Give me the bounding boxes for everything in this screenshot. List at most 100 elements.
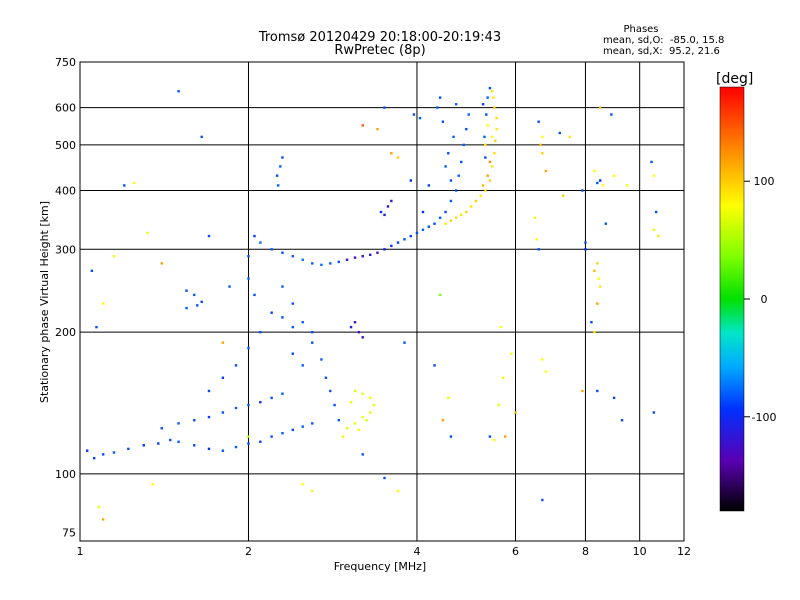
data-point xyxy=(568,135,571,139)
data-point xyxy=(151,483,155,486)
data-point xyxy=(281,432,284,435)
x-tick-label: 10 xyxy=(633,545,647,558)
data-point xyxy=(146,231,149,235)
data-point xyxy=(361,415,364,419)
data-point xyxy=(341,435,345,438)
data-point xyxy=(270,248,273,251)
data-point xyxy=(418,116,422,120)
info-line-o: mean, sd,O: -85.0, 15.8 xyxy=(603,35,724,46)
data-point xyxy=(361,336,364,339)
data-point xyxy=(584,248,587,251)
data-point xyxy=(488,435,492,438)
data-point xyxy=(345,427,349,430)
data-point xyxy=(421,228,425,232)
data-point xyxy=(228,285,231,288)
data-point xyxy=(383,213,386,217)
data-point xyxy=(581,389,584,393)
colorbar: [deg] 100 0 -100 xyxy=(716,71,776,512)
data-point xyxy=(207,389,211,393)
data-point xyxy=(320,263,323,267)
data-point xyxy=(301,258,304,261)
data-point xyxy=(598,179,602,182)
data-point xyxy=(221,449,225,452)
data-point xyxy=(291,428,294,432)
data-point xyxy=(253,293,256,297)
data-point xyxy=(221,341,225,344)
data-point xyxy=(652,411,656,414)
data-point xyxy=(275,174,279,177)
data-point xyxy=(481,103,485,106)
data-point xyxy=(133,181,136,185)
data-point xyxy=(361,124,364,127)
data-point xyxy=(652,174,656,177)
x-tick-label: 2 xyxy=(245,545,252,558)
data-point xyxy=(604,222,608,225)
data-point xyxy=(353,422,357,425)
data-point xyxy=(123,184,126,187)
data-point xyxy=(396,489,400,493)
data-point xyxy=(499,325,503,329)
data-point xyxy=(485,113,488,116)
data-point xyxy=(427,184,431,187)
data-point xyxy=(369,411,372,414)
data-point xyxy=(438,96,442,99)
data-point xyxy=(657,234,660,238)
data-point xyxy=(541,498,544,502)
data-point xyxy=(449,219,453,222)
data-point xyxy=(361,453,364,456)
data-point xyxy=(337,419,340,422)
data-point xyxy=(514,411,517,414)
data-point xyxy=(193,293,196,297)
data-point xyxy=(539,143,542,147)
data-point xyxy=(185,306,188,310)
data-point xyxy=(483,135,486,139)
data-point xyxy=(493,152,496,155)
data-point xyxy=(90,269,94,273)
data-point xyxy=(247,346,250,350)
data-point xyxy=(495,127,498,131)
data-point xyxy=(337,260,340,264)
data-point xyxy=(259,400,262,404)
data-point xyxy=(247,255,250,258)
data-point xyxy=(142,444,145,447)
data-point xyxy=(438,293,442,297)
data-point xyxy=(452,135,455,139)
colorbar-tick-label: -100 xyxy=(752,411,777,424)
y-tick-label: 300 xyxy=(55,243,76,256)
data-point xyxy=(329,389,332,393)
data-point xyxy=(95,325,98,329)
colorbar-ticks: 100 0 -100 xyxy=(744,175,776,424)
data-point xyxy=(396,241,400,244)
data-point xyxy=(281,251,284,254)
data-point xyxy=(372,403,376,407)
data-point xyxy=(598,285,602,288)
data-point xyxy=(160,262,163,265)
data-point xyxy=(652,228,656,232)
data-point xyxy=(221,376,225,379)
scatter-points xyxy=(85,86,660,521)
data-point xyxy=(193,444,196,447)
data-point xyxy=(409,234,413,238)
data-point xyxy=(465,127,468,131)
data-point xyxy=(329,262,332,265)
x-tick-label: 4 xyxy=(413,545,420,558)
data-point xyxy=(403,341,406,344)
data-point xyxy=(581,189,584,192)
data-point xyxy=(493,438,496,442)
data-point xyxy=(376,251,379,254)
data-point xyxy=(457,174,460,177)
data-point xyxy=(221,411,225,414)
data-point xyxy=(207,234,211,238)
data-point xyxy=(361,392,364,395)
data-point xyxy=(177,90,180,93)
data-point xyxy=(541,152,544,155)
data-point xyxy=(484,143,487,147)
data-point xyxy=(281,392,284,395)
data-point xyxy=(101,518,105,521)
data-point xyxy=(465,210,468,214)
data-point xyxy=(207,447,211,451)
data-point xyxy=(200,300,203,304)
data-point xyxy=(281,156,284,159)
data-point xyxy=(490,165,494,168)
data-point xyxy=(490,135,494,139)
